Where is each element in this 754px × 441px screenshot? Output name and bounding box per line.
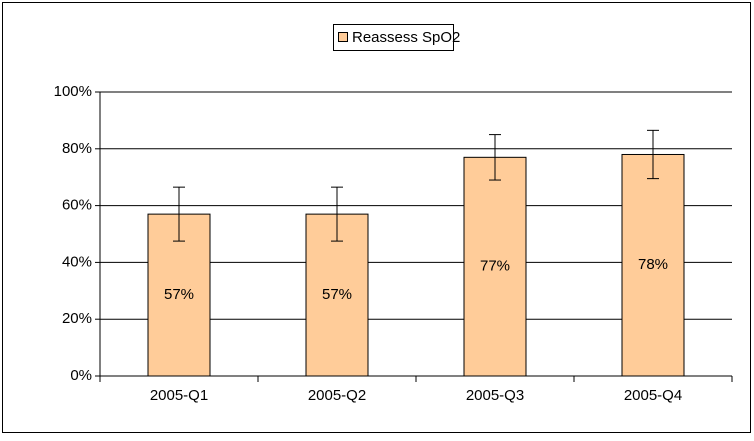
x-tick-label: 2005-Q4 <box>624 387 682 404</box>
bar <box>463 156 527 377</box>
y-tick-label: 100% <box>54 83 92 100</box>
y-tick-label: 80% <box>62 140 92 157</box>
legend-swatch <box>338 32 348 42</box>
y-tick-label: 20% <box>62 310 92 327</box>
x-tick-label: 2005-Q2 <box>308 387 366 404</box>
value-label: 78% <box>638 256 668 273</box>
y-tick-label: 40% <box>62 253 92 270</box>
value-label: 57% <box>164 286 194 303</box>
legend-box <box>333 24 454 51</box>
x-tick-label: 2005-Q1 <box>150 387 208 404</box>
value-label: 77% <box>480 258 510 275</box>
y-tick-label: 60% <box>62 197 92 214</box>
bar <box>621 153 685 377</box>
x-tick-label: 2005-Q3 <box>466 387 524 404</box>
value-label: 57% <box>322 286 352 303</box>
legend-label: Reassess SpO2 <box>352 29 460 46</box>
y-tick-label: 0% <box>70 367 92 384</box>
